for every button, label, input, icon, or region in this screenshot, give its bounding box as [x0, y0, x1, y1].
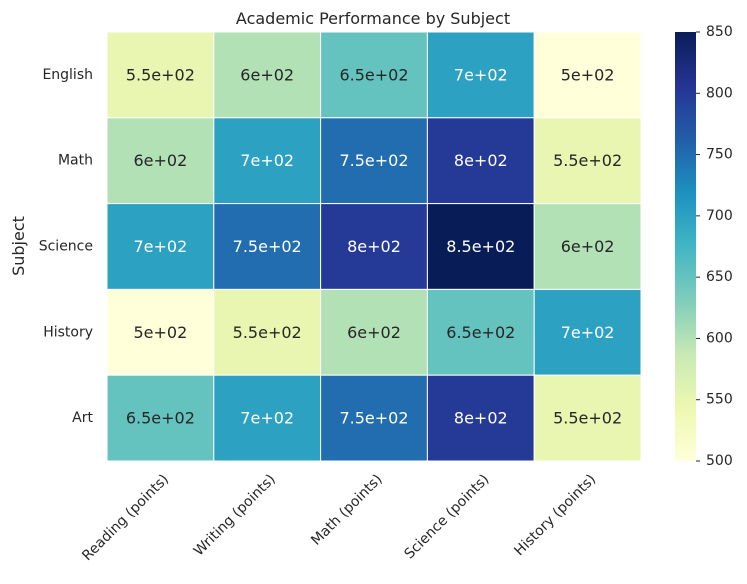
heatmap-cell	[320, 374, 428, 462]
cell-value-label: 7.5e+02	[339, 409, 408, 428]
heatmap-cell	[106, 31, 215, 119]
heatmap-cell	[533, 203, 642, 290]
cell-value-label: 6.5e+02	[339, 65, 408, 84]
cell-value-label: 5.5e+02	[553, 151, 622, 170]
heatmap-cell	[213, 288, 322, 376]
heatmap-cell	[213, 31, 322, 119]
heatmap-cell-labels: 5.5e+02 6e+02 6.5e+02 7e+02 5e+02 6e+02 7e+02 7…	[126, 65, 622, 427]
cell-value-label: 5.5e+02	[126, 65, 195, 84]
chart-title: Academic Performance by Subject	[236, 9, 510, 28]
y-tick-labels: English Math Science History Art	[39, 67, 94, 426]
heatmap-cell	[320, 31, 428, 119]
colorbar-tick-label: 550	[706, 392, 733, 408]
cell-value-label: 7e+02	[561, 323, 615, 342]
heatmap-cell	[533, 374, 642, 462]
colorbar-tick-label: 850	[706, 24, 733, 40]
heatmap-cells	[106, 31, 642, 462]
colorbar-tick-label: 600	[706, 330, 733, 346]
heatmap-cell	[533, 288, 642, 376]
heatmap-cell	[426, 203, 535, 290]
cell-value-label: 6.5e+02	[126, 409, 195, 428]
y-tick-label: History	[43, 324, 93, 340]
colorbar-tick-label: 650	[706, 269, 733, 285]
y-axis-label: Subject	[9, 216, 28, 276]
heatmap-cell	[106, 117, 215, 205]
colorbar-tick-label: 500	[706, 453, 733, 469]
cell-value-label: 5e+02	[134, 323, 188, 342]
heatmap-cell	[533, 31, 642, 119]
cell-value-label: 8e+02	[454, 151, 508, 170]
colorbar-tick-label: 700	[706, 208, 733, 224]
colorbar	[675, 32, 696, 461]
x-tick-label: History (points)	[511, 471, 599, 559]
x-tick-label: Writing (points)	[191, 471, 279, 559]
cell-value-label: 6e+02	[134, 151, 188, 170]
cell-value-label: 8.5e+02	[446, 237, 515, 256]
x-tick-label: Science (points)	[401, 471, 492, 562]
cell-value-label: 8e+02	[454, 409, 508, 428]
heatmap-cell	[213, 374, 322, 462]
cell-value-label: 7.5e+02	[233, 237, 302, 256]
heatmap-cell	[320, 117, 428, 205]
colorbar-tick-label: 750	[706, 147, 733, 163]
cell-value-label: 6e+02	[240, 65, 294, 84]
cell-value-label: 5e+02	[561, 65, 615, 84]
cell-value-label: 8e+02	[347, 237, 401, 256]
heatmap-cell	[106, 288, 215, 376]
cell-value-label: 6e+02	[347, 323, 401, 342]
cell-value-label: 5.5e+02	[553, 409, 622, 428]
y-tick-label: Science	[39, 239, 93, 255]
cell-value-label: 7e+02	[454, 65, 508, 84]
heatmap-cell	[213, 203, 322, 290]
x-tick-labels: Reading (points) Writing (points) Math (po…	[79, 471, 599, 564]
heatmap-cell	[426, 31, 535, 119]
y-tick-label: English	[42, 67, 93, 83]
y-tick-label: Art	[72, 410, 93, 426]
colorbar-ticks: 500 550 600 650 700 750 800 850	[696, 24, 733, 469]
x-tick-label: Reading (points)	[79, 471, 172, 564]
y-tick-label: Math	[58, 153, 93, 169]
heatmap-cell	[320, 203, 428, 290]
cell-value-label: 7.5e+02	[339, 151, 408, 170]
cell-value-label: 7e+02	[134, 237, 188, 256]
cell-value-label: 7e+02	[240, 409, 294, 428]
heatmap-cell	[533, 117, 642, 205]
heatmap-cell	[106, 374, 215, 462]
x-tick-label: Math (points)	[308, 471, 385, 548]
cell-value-label: 6.5e+02	[446, 323, 515, 342]
cell-value-label: 5.5e+02	[233, 323, 302, 342]
heatmap-cell	[320, 288, 428, 376]
cell-value-label: 7e+02	[240, 151, 294, 170]
heatmap-cell	[426, 288, 535, 376]
cell-value-label: 6e+02	[561, 237, 615, 256]
colorbar-tick-label: 800	[706, 85, 733, 101]
